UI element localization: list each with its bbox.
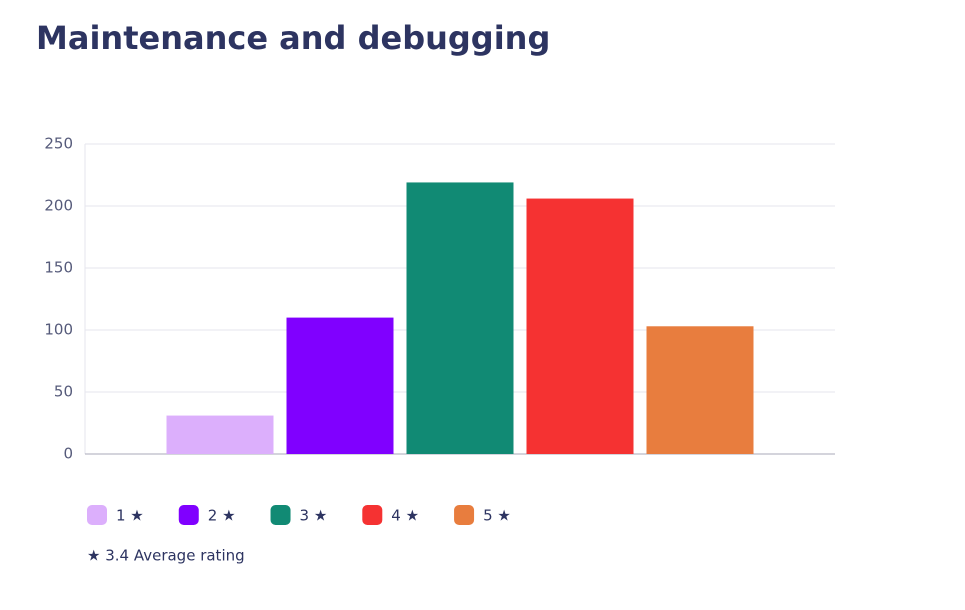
y-tick-label: 50 [54, 383, 73, 401]
legend-swatch [362, 505, 383, 525]
y-tick-label: 100 [44, 321, 73, 339]
legend-swatch [270, 505, 291, 525]
chart-title: Maintenance and debugging [36, 19, 550, 57]
legend-swatch [178, 505, 199, 525]
y-tick-label: 200 [44, 197, 73, 215]
bar [526, 198, 634, 454]
legend-label: 2 ★ [208, 507, 236, 525]
bar [406, 182, 514, 454]
legend-label: 5 ★ [483, 507, 511, 525]
legend-label: 1 ★ [116, 507, 144, 525]
legend-swatch [87, 505, 107, 525]
bar [166, 415, 274, 454]
legend-swatch [454, 505, 475, 525]
y-tick-label: 0 [63, 445, 73, 463]
y-tick-label: 150 [44, 259, 73, 277]
y-tick-label: 250 [44, 135, 73, 153]
legend-label: 3 ★ [300, 507, 328, 525]
legend-label: 4 ★ [391, 507, 419, 525]
bar [646, 326, 754, 454]
bar [286, 317, 394, 454]
average-note: ★ 3.4 Average rating [87, 547, 245, 565]
